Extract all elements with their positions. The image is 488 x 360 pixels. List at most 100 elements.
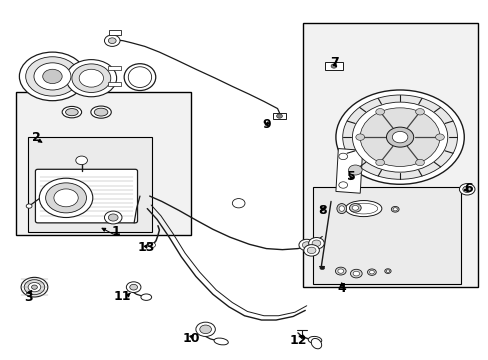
Text: 5: 5 — [346, 170, 355, 183]
Text: 13: 13 — [137, 241, 155, 255]
Ellipse shape — [128, 67, 151, 87]
Circle shape — [108, 38, 116, 44]
Circle shape — [54, 189, 78, 207]
Circle shape — [415, 109, 424, 115]
Circle shape — [39, 178, 93, 217]
Ellipse shape — [65, 109, 78, 116]
FancyBboxPatch shape — [35, 169, 137, 223]
Text: 10: 10 — [182, 333, 200, 346]
Ellipse shape — [335, 267, 346, 275]
Text: 1: 1 — [111, 225, 120, 238]
Ellipse shape — [367, 269, 375, 275]
Text: 9: 9 — [262, 118, 270, 131]
Ellipse shape — [352, 271, 359, 276]
Bar — [28, 137, 152, 232]
Ellipse shape — [349, 203, 361, 212]
Ellipse shape — [141, 294, 151, 300]
Text: 12: 12 — [288, 333, 306, 347]
Ellipse shape — [384, 269, 390, 273]
Bar — [312, 187, 460, 284]
Circle shape — [66, 60, 116, 97]
Circle shape — [72, 64, 111, 93]
Circle shape — [458, 184, 474, 195]
Circle shape — [415, 159, 424, 166]
Circle shape — [200, 325, 211, 334]
Bar — [324, 62, 343, 70]
Circle shape — [104, 211, 122, 224]
Bar — [272, 113, 286, 119]
Circle shape — [302, 242, 310, 248]
Ellipse shape — [390, 206, 398, 212]
Ellipse shape — [28, 283, 41, 292]
Circle shape — [348, 165, 362, 175]
Bar — [302, 23, 477, 287]
Ellipse shape — [124, 64, 156, 90]
Ellipse shape — [21, 277, 48, 297]
Circle shape — [45, 183, 86, 213]
Circle shape — [335, 90, 463, 184]
Circle shape — [319, 266, 324, 270]
Text: 7: 7 — [329, 55, 338, 69]
Text: 2: 2 — [32, 131, 41, 144]
Circle shape — [148, 243, 155, 248]
Circle shape — [360, 108, 439, 166]
Circle shape — [26, 204, 32, 208]
Circle shape — [34, 63, 71, 90]
Ellipse shape — [311, 338, 321, 349]
Ellipse shape — [94, 108, 108, 116]
Circle shape — [355, 134, 364, 140]
Circle shape — [298, 239, 314, 251]
Text: 3: 3 — [24, 291, 32, 305]
Ellipse shape — [336, 203, 346, 213]
Ellipse shape — [350, 269, 362, 278]
Ellipse shape — [386, 270, 389, 273]
Circle shape — [42, 69, 62, 84]
Circle shape — [386, 127, 413, 147]
Circle shape — [126, 282, 141, 293]
Circle shape — [108, 214, 118, 221]
Circle shape — [276, 114, 282, 118]
Circle shape — [462, 186, 470, 193]
Ellipse shape — [214, 338, 228, 345]
Circle shape — [375, 159, 384, 166]
Ellipse shape — [337, 269, 343, 273]
Circle shape — [303, 245, 319, 256]
Circle shape — [352, 102, 447, 172]
Ellipse shape — [338, 206, 344, 211]
Circle shape — [338, 153, 347, 159]
Circle shape — [232, 199, 244, 208]
Ellipse shape — [345, 201, 381, 217]
Ellipse shape — [369, 270, 373, 274]
Circle shape — [129, 284, 137, 290]
Circle shape — [435, 134, 444, 140]
Bar — [108, 66, 120, 70]
Ellipse shape — [349, 203, 377, 214]
Text: 4: 4 — [337, 283, 346, 296]
Circle shape — [311, 240, 320, 247]
Bar — [16, 93, 191, 235]
Text: 6: 6 — [463, 183, 471, 195]
Bar — [109, 30, 121, 35]
Ellipse shape — [62, 107, 81, 118]
Ellipse shape — [351, 206, 358, 210]
Circle shape — [342, 95, 457, 179]
Ellipse shape — [31, 285, 37, 289]
Circle shape — [20, 52, 85, 101]
Circle shape — [306, 247, 315, 253]
Circle shape — [338, 182, 347, 188]
Circle shape — [391, 131, 407, 143]
Ellipse shape — [307, 336, 321, 344]
Circle shape — [375, 109, 384, 115]
Circle shape — [330, 64, 336, 68]
Circle shape — [196, 322, 215, 337]
Circle shape — [308, 238, 324, 249]
Circle shape — [26, 57, 79, 96]
Circle shape — [76, 156, 87, 165]
Polygon shape — [335, 149, 362, 193]
Bar — [108, 82, 120, 86]
Ellipse shape — [392, 208, 397, 211]
Circle shape — [104, 35, 120, 46]
Text: 8: 8 — [317, 204, 326, 217]
Ellipse shape — [91, 106, 111, 118]
Circle shape — [79, 69, 103, 87]
